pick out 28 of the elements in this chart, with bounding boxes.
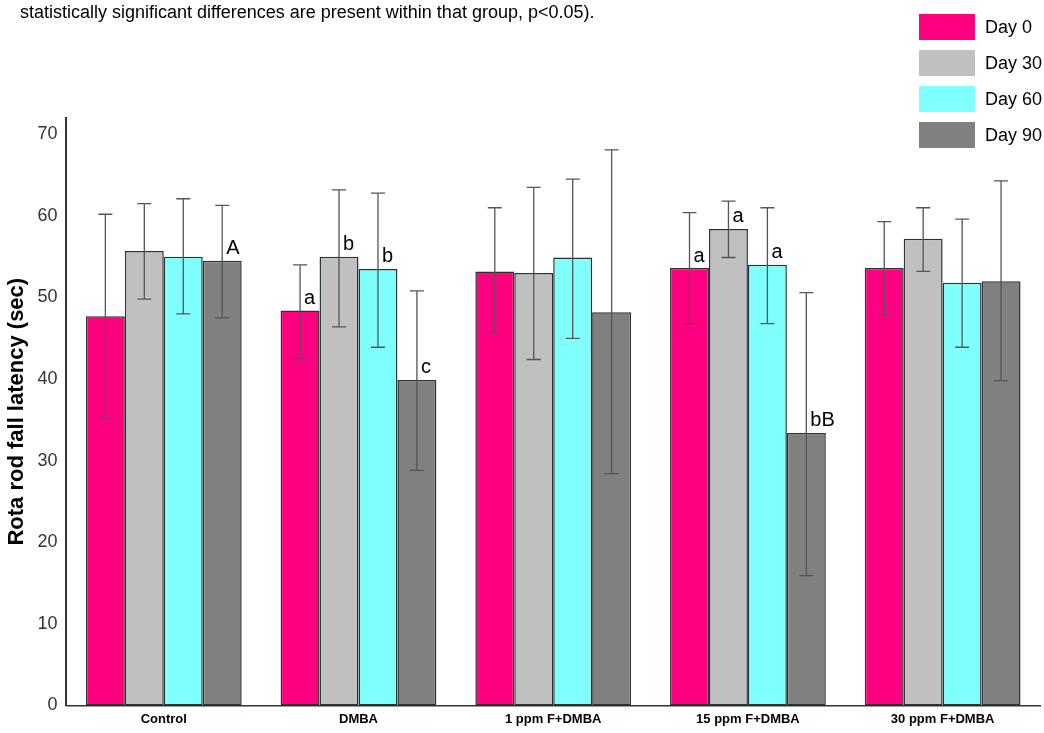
data-label: b bbox=[381, 244, 394, 267]
data-label: a bbox=[771, 240, 784, 263]
y-tick-label: 10 bbox=[37, 612, 58, 633]
legend-label: Day 60 bbox=[984, 88, 1042, 110]
y-axis-title: Rota rod fall latency (sec) bbox=[3, 277, 29, 546]
x-tick-label: 15 ppm F+DMBA bbox=[696, 710, 801, 726]
data-label: a bbox=[304, 286, 317, 309]
y-tick-label: 30 bbox=[37, 449, 58, 470]
data-label: bB bbox=[810, 408, 835, 431]
x-tick-label: DMBA bbox=[339, 710, 379, 726]
data-label: c bbox=[420, 355, 431, 378]
legend-label: Day 90 bbox=[984, 124, 1042, 146]
legend-label: Day 0 bbox=[984, 16, 1032, 38]
y-tick-label: 70 bbox=[37, 123, 58, 144]
y-tick-label: 60 bbox=[37, 204, 58, 225]
y-tick-label: 0 bbox=[47, 694, 58, 715]
x-tick-label: 30 ppm F+DMBA bbox=[890, 710, 996, 726]
text: statistically significant differences are present within that group, p<0.05). bbox=[20, 2, 595, 23]
x-tick-label: Control bbox=[140, 710, 187, 726]
data-label: b bbox=[343, 232, 355, 255]
y-tick-label: 20 bbox=[37, 531, 58, 552]
data-label: a bbox=[732, 204, 745, 227]
data-label: A bbox=[226, 236, 241, 259]
legend-label: Day 30 bbox=[984, 52, 1042, 74]
y-tick-label: 40 bbox=[37, 368, 58, 389]
y-tick-label: 50 bbox=[37, 286, 58, 307]
x-tick-label: 1 ppm F+DMBA bbox=[505, 710, 603, 726]
data-label: a bbox=[693, 243, 706, 266]
